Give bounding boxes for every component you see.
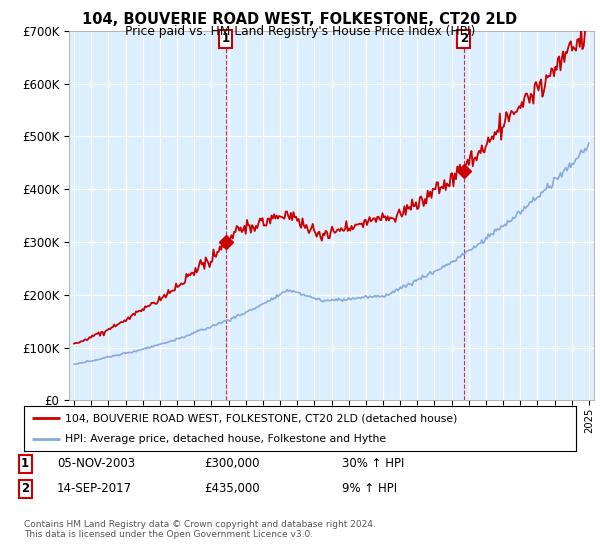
Text: £300,000: £300,000 bbox=[204, 457, 260, 470]
Text: 05-NOV-2003: 05-NOV-2003 bbox=[57, 457, 135, 470]
Text: HPI: Average price, detached house, Folkestone and Hythe: HPI: Average price, detached house, Folk… bbox=[65, 433, 386, 444]
Text: 2: 2 bbox=[460, 32, 468, 45]
Text: 104, BOUVERIE ROAD WEST, FOLKESTONE, CT20 2LD: 104, BOUVERIE ROAD WEST, FOLKESTONE, CT2… bbox=[82, 12, 518, 27]
Text: 2: 2 bbox=[21, 482, 29, 496]
Text: Price paid vs. HM Land Registry's House Price Index (HPI): Price paid vs. HM Land Registry's House … bbox=[125, 25, 475, 38]
Text: 1: 1 bbox=[21, 457, 29, 470]
Text: 104, BOUVERIE ROAD WEST, FOLKESTONE, CT20 2LD (detached house): 104, BOUVERIE ROAD WEST, FOLKESTONE, CT2… bbox=[65, 413, 458, 423]
Text: 1: 1 bbox=[222, 32, 230, 45]
Text: 9% ↑ HPI: 9% ↑ HPI bbox=[342, 482, 397, 496]
Text: Contains HM Land Registry data © Crown copyright and database right 2024.
This d: Contains HM Land Registry data © Crown c… bbox=[24, 520, 376, 539]
Text: 14-SEP-2017: 14-SEP-2017 bbox=[57, 482, 132, 496]
Text: 30% ↑ HPI: 30% ↑ HPI bbox=[342, 457, 404, 470]
Text: £435,000: £435,000 bbox=[204, 482, 260, 496]
